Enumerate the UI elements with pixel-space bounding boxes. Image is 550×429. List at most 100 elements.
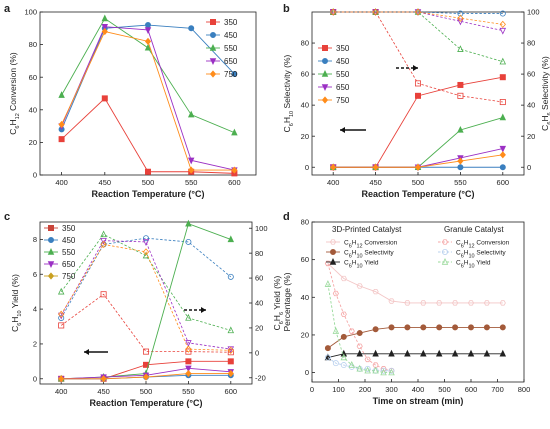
b-point-450 <box>457 164 464 171</box>
c-legend-label-350: 350 <box>62 224 76 233</box>
c-legend-marker-350 <box>48 224 55 231</box>
a-legend-label-650: 650 <box>224 57 238 66</box>
d-point-printed-0 <box>356 283 363 289</box>
b-point-550 <box>457 125 464 133</box>
c-arrow-left-head <box>84 349 89 355</box>
d-point-printed-0 <box>420 300 427 306</box>
a-legend-marker-750 <box>209 70 217 78</box>
a-point-550 <box>187 110 195 118</box>
c-y-tick-label: 8 <box>33 235 37 244</box>
a-x-tick-label: 550 <box>185 178 198 187</box>
d-legend-label-granule: C6H10 Selectivity <box>456 250 506 260</box>
c-open-point-650 <box>185 340 192 347</box>
d-legend-marker-granule <box>441 257 449 265</box>
a-legend-label-350: 350 <box>224 18 238 27</box>
a-point-550 <box>58 91 65 98</box>
a-legend-label-450: 450 <box>224 31 238 40</box>
d-point-printed-2 <box>435 349 443 357</box>
b-y2-tick-label: 100 <box>527 8 540 17</box>
a-point-750 <box>188 166 195 174</box>
c-open-point-550 <box>57 287 65 295</box>
b-open-point-750 <box>330 8 337 16</box>
d-point-printed-2 <box>483 349 491 357</box>
b-legend-label-350: 350 <box>336 44 350 53</box>
b-open-point-350 <box>499 99 506 106</box>
b-legend-marker-550 <box>321 69 329 77</box>
d-point-printed-2 <box>404 349 411 357</box>
a-point-350 <box>58 136 65 143</box>
a-point-750 <box>231 166 238 174</box>
d-x-tick-label: 0 <box>310 385 314 394</box>
a-point-550 <box>101 14 109 22</box>
d-point-printed-0 <box>436 300 443 306</box>
a-x-axis-label: Reaction Temperature (°C) <box>92 189 205 199</box>
b-arrow-right-head <box>413 65 418 71</box>
c-open-point-350 <box>227 349 234 356</box>
c-y-axis-label: C6H10 Yield (%) <box>10 274 23 332</box>
panel-d-letter: d <box>283 211 290 223</box>
b-open-point-750 <box>457 14 464 22</box>
d-point-granule-3 <box>348 328 355 334</box>
d-point-printed-2 <box>467 349 475 357</box>
d-point-printed-0 <box>340 275 347 282</box>
b-point-750 <box>330 163 337 171</box>
a-x-tick-label: 400 <box>55 178 68 187</box>
d-x-tick-label: 200 <box>359 385 372 394</box>
d-point-printed-2 <box>420 349 427 357</box>
c-y-tick-label: 0 <box>33 374 37 383</box>
b-legend-label-450: 450 <box>336 57 350 66</box>
d-point-granule-5 <box>364 366 371 374</box>
d-point-printed-0 <box>372 288 379 295</box>
b-point-350 <box>414 92 421 99</box>
c-point-650 <box>185 365 192 373</box>
d-point-printed-2 <box>499 349 507 357</box>
d-point-granule-4 <box>364 365 371 372</box>
b-open-point-450 <box>499 10 506 17</box>
a-legend-marker-350 <box>209 18 216 25</box>
c-x-tick-label: 450 <box>97 387 110 396</box>
b-y-axis-label: C6H10 Selectivity (%) <box>282 55 295 133</box>
d-x-tick-label: 300 <box>385 385 398 394</box>
d-point-printed-2 <box>356 349 363 357</box>
c-open-point-550 <box>227 326 235 334</box>
d-point-granule-4 <box>380 367 387 374</box>
d-point-granule-4 <box>324 354 331 361</box>
b-y2-tick-label: 20 <box>527 132 535 141</box>
b-x-axis-label: Reaction Temperature (°C) <box>362 189 475 199</box>
c-point-550 <box>227 235 235 243</box>
b-y2-tick-label: 40 <box>527 101 535 110</box>
c-legend-label-550: 550 <box>62 248 76 257</box>
c-open-point-550 <box>142 251 150 259</box>
d-legend-label-printed: C6H10 Selectivity <box>344 250 394 260</box>
panel-c-letter: c <box>4 211 10 223</box>
c-y2-tick-label: 60 <box>255 274 263 283</box>
b-legend-label-650: 650 <box>336 83 350 92</box>
b-y-tick-label: 40 <box>301 101 309 110</box>
a-y-axis-label: C6H12 Conversion (%) <box>8 52 21 135</box>
b-point-350 <box>499 74 506 81</box>
b-series-350-dashed-line <box>333 11 503 103</box>
b-point-350 <box>457 81 464 88</box>
d-point-granule-4 <box>332 360 339 367</box>
c-open-point-750 <box>142 248 150 256</box>
c-y-tick-label: 4 <box>33 305 37 314</box>
c-y2-axis-label: C6H6 Yield (%) <box>272 275 285 330</box>
d-x-tick-label: 600 <box>465 385 478 394</box>
c-open-point-750 <box>100 240 107 249</box>
c-point-750 <box>142 373 150 381</box>
c-series-550-dashed-line <box>60 233 231 331</box>
b-y-tick-label: 80 <box>301 39 309 48</box>
b-x-tick-label: 400 <box>327 178 340 187</box>
d-point-granule-5 <box>356 364 363 372</box>
d-point-printed-0 <box>483 300 490 306</box>
c-y-tick-label: 6 <box>33 270 37 279</box>
a-y-tick-label: 20 <box>29 138 37 147</box>
b-open-point-750 <box>499 20 506 29</box>
a-legend-label-750: 750 <box>224 70 238 79</box>
d-point-granule-3 <box>324 260 331 267</box>
a-y-tick-label: 40 <box>29 105 37 114</box>
d-legend-marker-granule <box>441 239 449 245</box>
b-point-750 <box>499 151 506 159</box>
c-point-750 <box>185 369 192 378</box>
c-point-750 <box>227 369 234 378</box>
